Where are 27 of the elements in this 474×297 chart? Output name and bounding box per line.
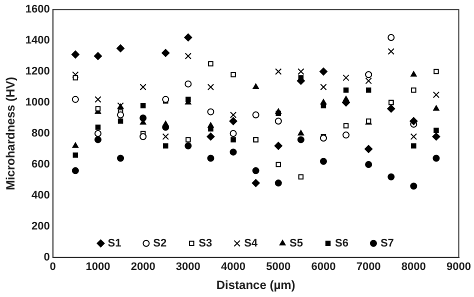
x-tick-label: 9000 — [446, 261, 472, 274]
x-tick-label: 8000 — [401, 261, 426, 274]
y-tick-label: 800 — [32, 128, 50, 140]
y-tick-label: 1000 — [25, 96, 50, 109]
x-axis-title: Distance (µm) — [216, 278, 296, 292]
x-tick-label: 4000 — [221, 261, 246, 274]
y-tick-label: 400 — [32, 189, 50, 202]
legend-label: S7 — [380, 237, 394, 250]
y-tick-label: 1600 — [25, 4, 50, 16]
legend-label: S1 — [108, 237, 122, 250]
x-tick-label: 3000 — [176, 261, 200, 274]
y-tick-label: 200 — [32, 220, 50, 232]
legend-label: S4 — [244, 237, 258, 250]
x-tick-label: 5000 — [266, 261, 291, 274]
x-tick-label: 7000 — [356, 261, 381, 274]
y-tick-label: 600 — [32, 158, 50, 171]
y-axis-title: Microhardness (HV) — [4, 76, 18, 190]
x-tick-label: 6000 — [311, 261, 336, 274]
y-tick-label: 0 — [44, 251, 50, 264]
legend-label: S2 — [153, 237, 167, 250]
x-tick-label: 1000 — [86, 261, 110, 274]
y-tick-label: 1400 — [25, 34, 50, 47]
legend-label: S3 — [198, 237, 212, 250]
y-tick-label: 1200 — [25, 66, 50, 78]
legend-label: S5 — [290, 237, 304, 250]
legend-label: S6 — [335, 237, 348, 250]
x-tick-label: 2000 — [130, 261, 156, 274]
